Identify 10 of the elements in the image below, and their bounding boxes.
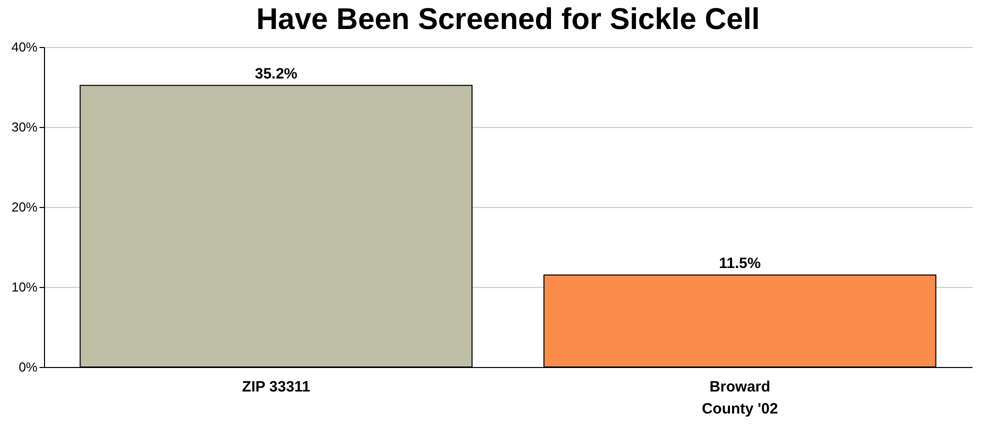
- x-tick-label: ZIP 33311: [242, 378, 310, 396]
- y-tick-label: 10%: [11, 280, 38, 294]
- y-tick-label: 40%: [11, 40, 38, 54]
- data-label: 35.2%: [254, 65, 298, 82]
- y-tick-label: 0%: [18, 360, 38, 374]
- y-tick-label: 20%: [11, 200, 38, 214]
- x-tick-label: Broward County '02: [702, 378, 778, 418]
- chart-title: Have Been Screened for Sickle Cell: [256, 3, 760, 36]
- y-tick-label: 30%: [11, 120, 38, 134]
- data-label: 11.5%: [719, 255, 761, 272]
